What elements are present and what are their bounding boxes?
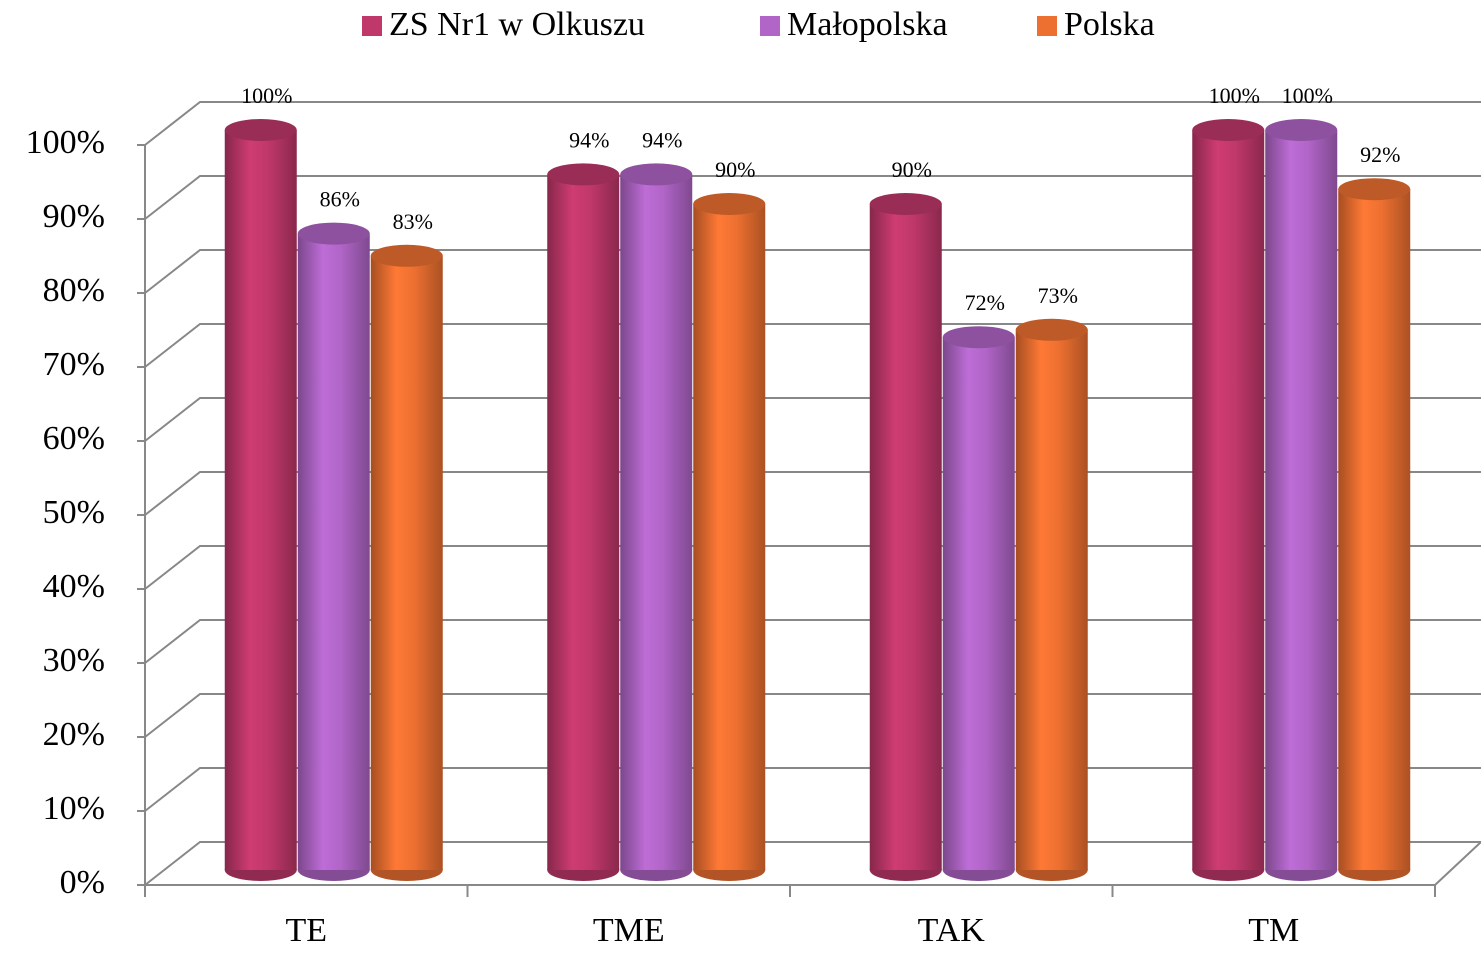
legend-swatch [1037, 16, 1057, 36]
x-tick-label: TM [1248, 912, 1299, 949]
y-tick-label: 40% [43, 568, 105, 605]
y-tick-label: 0% [60, 864, 105, 901]
data-label: 86% [320, 187, 360, 212]
bar [297, 222, 370, 881]
bar [370, 244, 443, 881]
bar [869, 193, 942, 881]
data-label: 94% [642, 127, 682, 152]
legend-label: Małopolska [787, 6, 948, 43]
data-label: 73% [1038, 283, 1078, 308]
data-label: 100% [1282, 83, 1333, 108]
floor-edge [1434, 841, 1481, 886]
data-label: 72% [965, 290, 1005, 315]
grid-line [144, 249, 1481, 294]
data-label: 100% [241, 83, 292, 108]
legend-label: ZS Nr1 w Olkuszu [389, 6, 645, 43]
bar [693, 193, 766, 881]
y-tick-label: 80% [43, 272, 105, 309]
y-tick-label: 100% [26, 124, 105, 161]
y-tick-label: 60% [43, 420, 105, 457]
bar [224, 119, 297, 881]
data-label: 90% [892, 157, 932, 182]
x-tick-label: TAK [918, 912, 986, 949]
grid-line [144, 175, 1481, 220]
x-tick-label: TE [285, 912, 327, 949]
x-tick-label: TME [593, 912, 665, 949]
y-tick-label: 10% [43, 790, 105, 827]
legend-swatch [362, 16, 382, 36]
bar [547, 163, 620, 881]
bar [1192, 119, 1265, 881]
grid-line [144, 101, 1481, 146]
y-tick-label: 30% [43, 642, 105, 679]
data-label: 94% [569, 127, 609, 152]
y-tick-label: 90% [43, 198, 105, 235]
legend-swatch [760, 16, 780, 36]
data-label: 90% [715, 157, 755, 182]
bar [942, 326, 1015, 881]
data-label: 92% [1360, 142, 1400, 167]
bar [1265, 119, 1338, 881]
bar [1015, 318, 1088, 881]
data-label: 83% [393, 209, 433, 234]
y-tick-label: 70% [43, 346, 105, 383]
bar [620, 163, 693, 881]
y-tick-label: 20% [43, 716, 105, 753]
data-label: 100% [1209, 83, 1260, 108]
y-tick-label: 50% [43, 494, 105, 531]
legend-label: Polska [1064, 6, 1155, 43]
bar [1338, 178, 1411, 881]
